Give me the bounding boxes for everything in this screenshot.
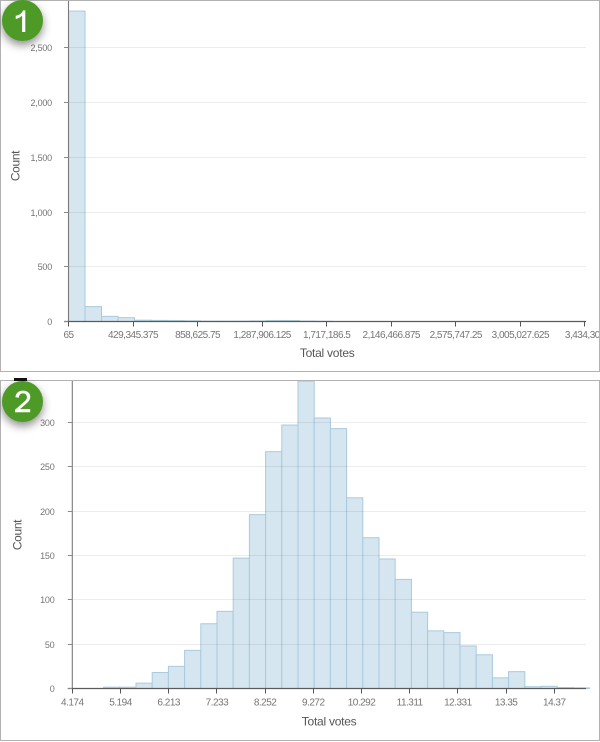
svg-text:1,500: 1,500 (30, 153, 52, 163)
svg-text:3,434,308: 3,434,308 (565, 330, 600, 341)
svg-text:3,005,027.625: 3,005,027.625 (492, 330, 550, 341)
svg-text:0: 0 (50, 684, 55, 694)
svg-text:9.272: 9.272 (302, 698, 325, 709)
svg-text:50: 50 (45, 640, 55, 650)
svg-text:2,575,747.25: 2,575,747.25 (430, 330, 483, 341)
svg-text:500: 500 (38, 262, 53, 272)
svg-text:11.311: 11.311 (397, 698, 424, 709)
svg-text:7.233: 7.233 (206, 698, 229, 709)
svg-text:0: 0 (47, 317, 52, 327)
svg-text:8.252: 8.252 (254, 698, 277, 709)
svg-text:150: 150 (40, 551, 55, 561)
svg-text:250: 250 (40, 462, 55, 472)
svg-text:Total votes: Total votes (300, 346, 355, 360)
svg-text:4.174: 4.174 (61, 698, 84, 709)
svg-text:300: 300 (40, 418, 55, 428)
svg-text:14.37: 14.37 (543, 698, 566, 709)
svg-text:2,500: 2,500 (30, 43, 52, 53)
svg-text:1,000: 1,000 (30, 208, 52, 218)
svg-text:10.292: 10.292 (348, 698, 377, 709)
svg-text:13.35: 13.35 (495, 698, 518, 709)
svg-text:12.331: 12.331 (444, 698, 473, 709)
svg-text:100: 100 (40, 595, 55, 605)
svg-text:858,625.75: 858,625.75 (175, 330, 221, 341)
svg-text:1,717,186.5: 1,717,186.5 (303, 330, 351, 341)
svg-text:200: 200 (40, 507, 55, 517)
svg-text:1,287,906.125: 1,287,906.125 (233, 330, 291, 341)
svg-text:Count: Count (9, 150, 23, 181)
svg-text:2,146,466.875: 2,146,466.875 (363, 330, 421, 341)
svg-text:6.213: 6.213 (157, 698, 180, 709)
svg-text:429,345.375: 429,345.375 (108, 330, 159, 341)
svg-text:2,000: 2,000 (30, 98, 52, 108)
svg-text:Total votes: Total votes (302, 715, 357, 729)
svg-text:65: 65 (63, 330, 74, 341)
svg-text:Count: Count (11, 519, 25, 550)
svg-text:5.194: 5.194 (109, 698, 132, 709)
